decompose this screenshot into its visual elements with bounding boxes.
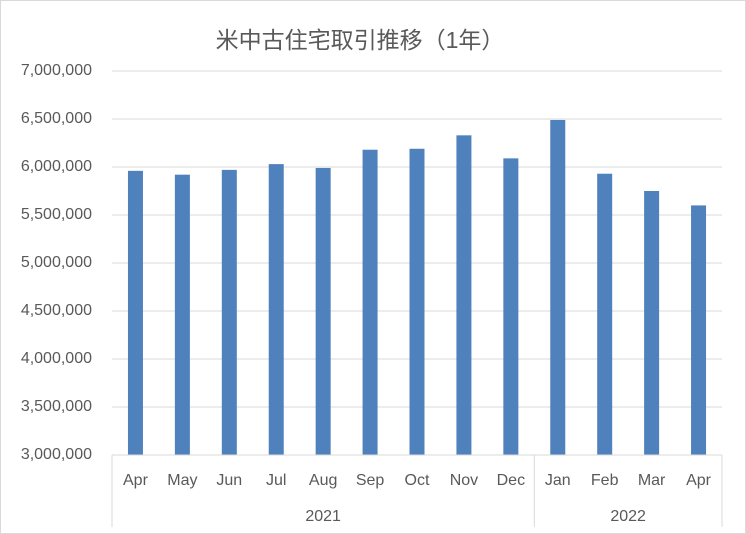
x-tick-label: Aug [309, 472, 337, 489]
x-group-label: 2021 [305, 508, 341, 525]
x-tick-label: Jan [545, 472, 571, 489]
bar [550, 119, 566, 456]
x-tick-label: Apr [123, 472, 149, 489]
x-group-label: 2022 [610, 508, 646, 525]
x-tick-label: Jun [216, 472, 242, 489]
y-tick-label: 6,500,000 [21, 110, 92, 127]
bar [691, 205, 707, 455]
y-tick-label: 6,000,000 [21, 158, 92, 175]
x-tick-label: Dec [497, 472, 525, 489]
x-tick-label: Apr [686, 472, 712, 489]
bar [503, 158, 519, 456]
x-tick-label: Mar [638, 472, 666, 489]
bar [127, 170, 143, 455]
bar [409, 148, 425, 455]
bar [644, 191, 660, 455]
bar [456, 135, 472, 455]
bar [362, 149, 378, 455]
bar [174, 174, 190, 455]
y-tick-label: 5,000,000 [21, 254, 92, 271]
bar [268, 164, 284, 455]
y-tick-label: 7,000,000 [21, 62, 92, 79]
y-tick-label: 4,500,000 [21, 302, 92, 319]
y-tick-label: 3,000,000 [21, 446, 92, 463]
bar [315, 167, 331, 455]
y-tick-label: 5,500,000 [21, 206, 92, 223]
x-tick-label: Jul [266, 472, 286, 489]
y-tick-label: 3,500,000 [21, 398, 92, 415]
chart-title: 米中古住宅取引推移（1年） [216, 27, 505, 53]
x-tick-label: May [167, 472, 197, 489]
y-tick-label: 4,000,000 [21, 350, 92, 367]
x-tick-label: Sep [356, 472, 385, 489]
x-tick-label: Feb [591, 472, 619, 489]
x-tick-label: Oct [405, 472, 430, 489]
x-tick-label: Nov [450, 472, 478, 489]
bar [221, 169, 237, 455]
bar [597, 173, 613, 455]
